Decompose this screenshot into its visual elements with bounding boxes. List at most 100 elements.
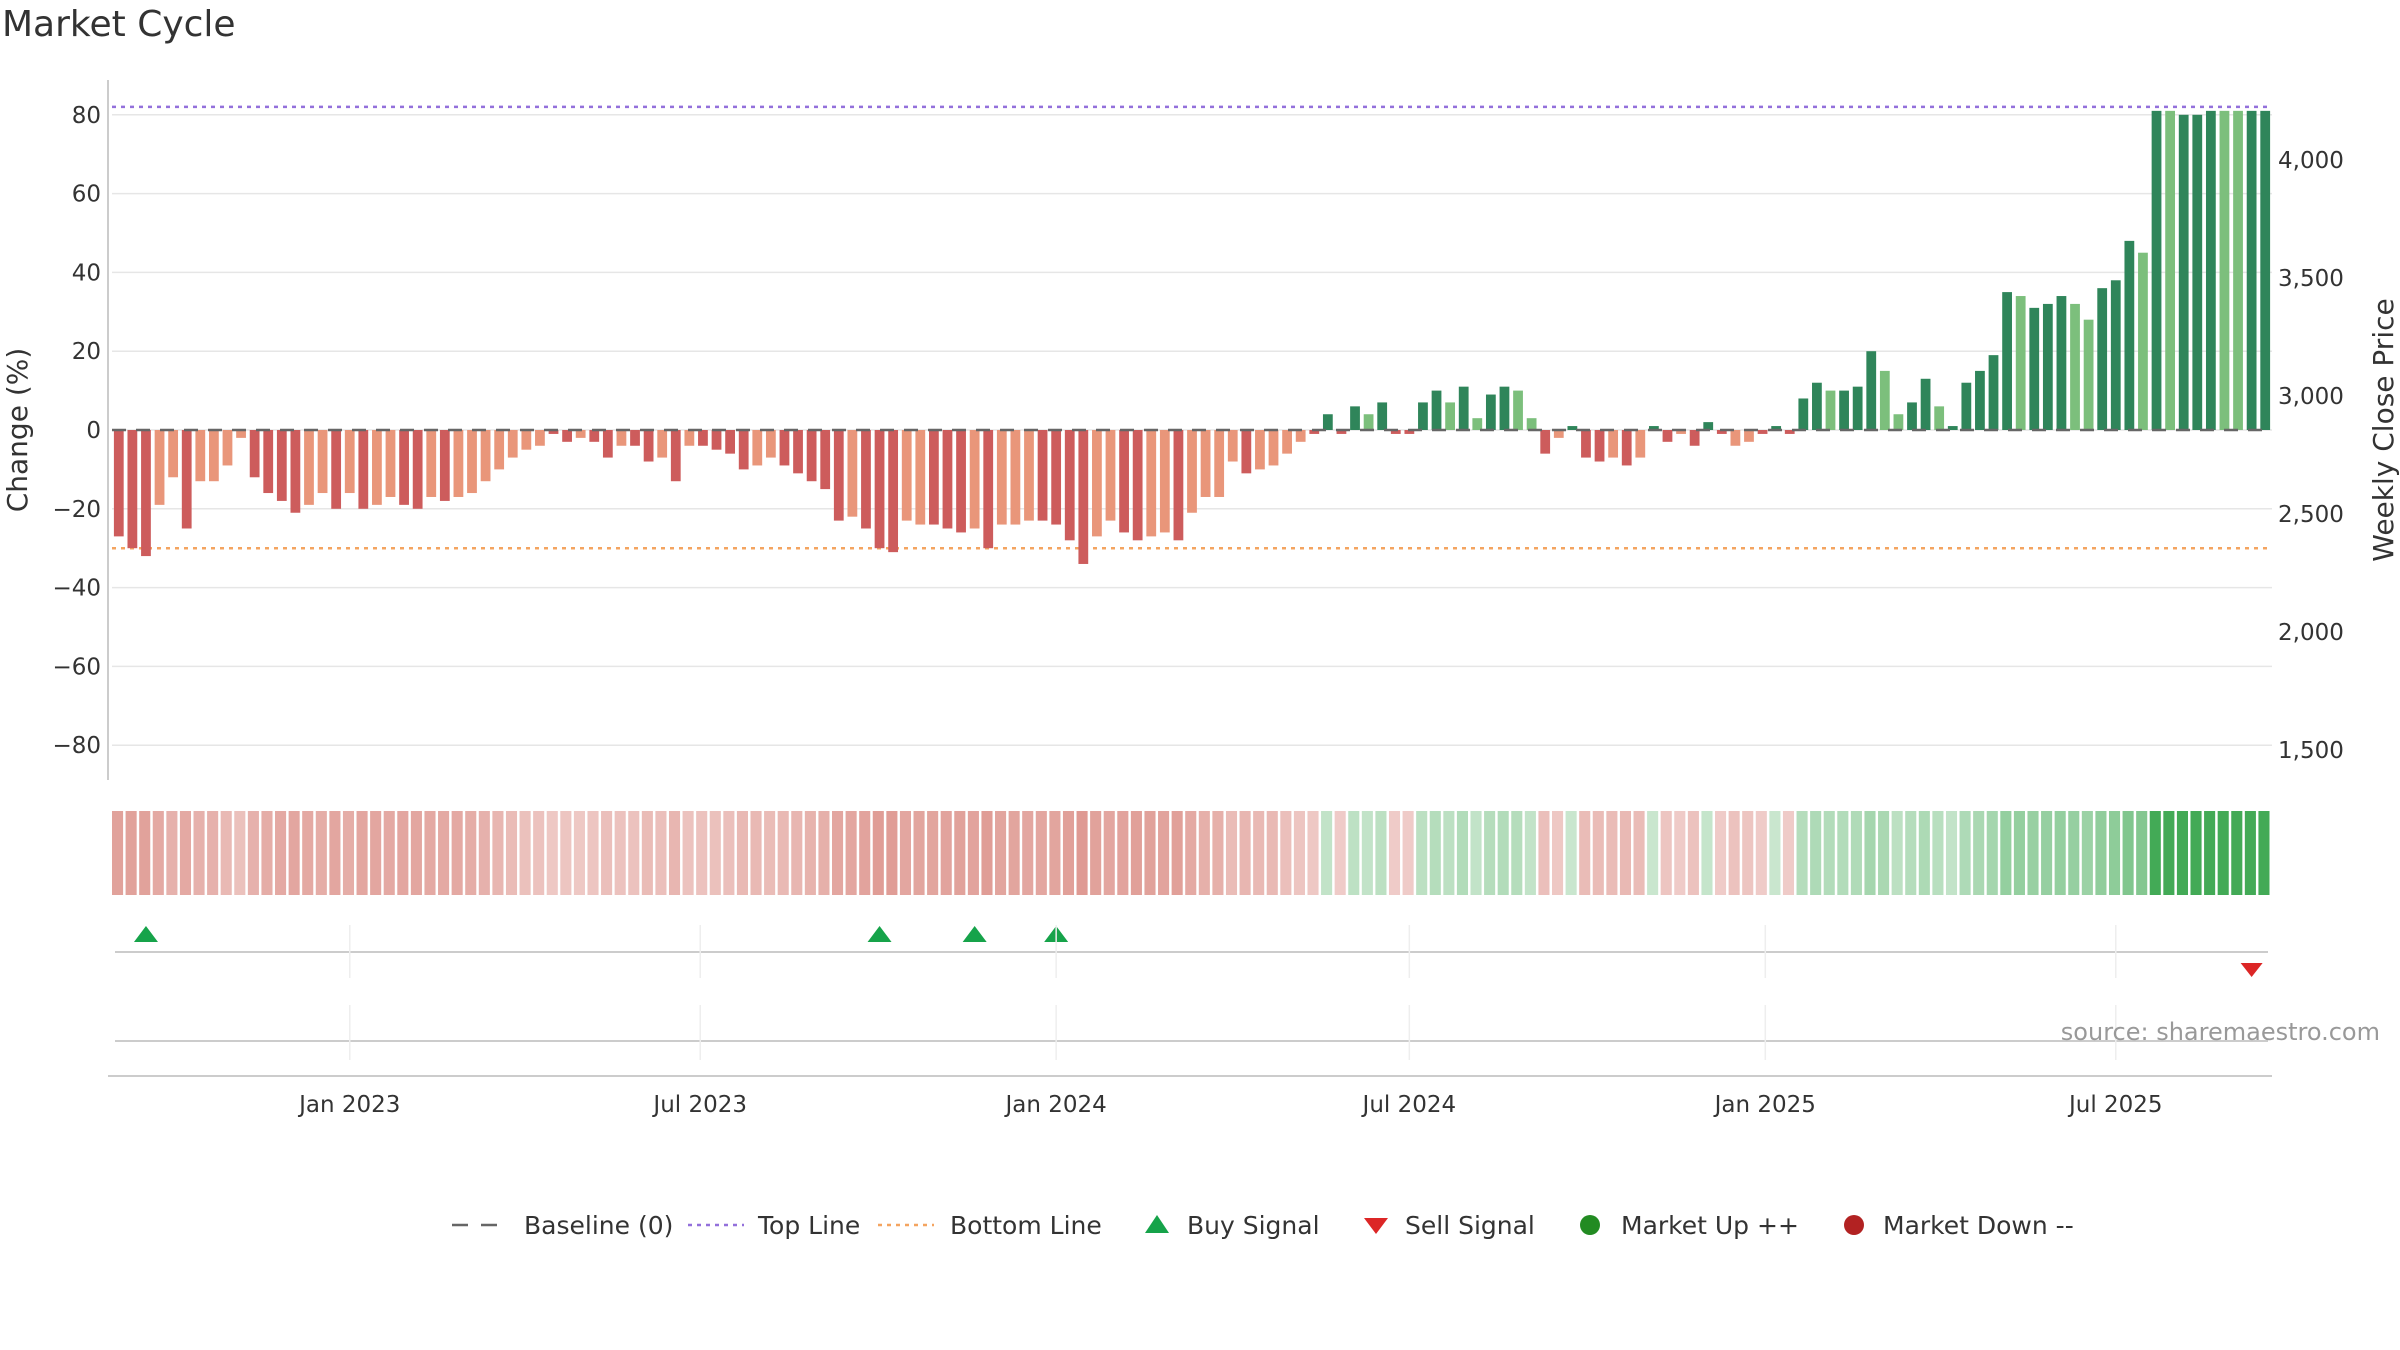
heat-cell bbox=[1837, 811, 1849, 895]
heat-cell bbox=[1674, 811, 1686, 895]
change-bar bbox=[1187, 430, 1197, 513]
heat-cell bbox=[736, 811, 748, 895]
change-bar bbox=[1241, 430, 1252, 474]
change-bar bbox=[304, 430, 314, 505]
change-bar bbox=[507, 430, 518, 458]
x-tick-label: Jan 2025 bbox=[1713, 1092, 1816, 1118]
heat-cell bbox=[1715, 811, 1727, 895]
heat-cell bbox=[275, 811, 287, 895]
change-bar bbox=[1988, 355, 1999, 430]
heat-cell bbox=[302, 811, 314, 895]
heat-cell bbox=[2095, 811, 2107, 895]
heat-cell bbox=[2204, 811, 2216, 895]
change-bar bbox=[1418, 402, 1428, 430]
heat-cell bbox=[478, 811, 490, 895]
legend: Baseline (0) Top Line Bottom Line Buy Signa… bbox=[452, 1211, 2074, 1240]
change-bar bbox=[2138, 252, 2148, 430]
heat-cell bbox=[1660, 811, 1672, 895]
heat-cell bbox=[1035, 811, 1047, 895]
heat-cell bbox=[2136, 811, 2148, 895]
y2-tick-label: 2,500 bbox=[2278, 502, 2344, 528]
change-bar bbox=[738, 430, 749, 470]
change-bar bbox=[888, 430, 899, 553]
change-bar bbox=[779, 430, 790, 466]
heat-cell bbox=[614, 811, 626, 895]
heat-cell bbox=[288, 811, 300, 895]
heat-cell bbox=[804, 811, 816, 895]
change-bar bbox=[1757, 430, 1768, 434]
signal-panel bbox=[115, 926, 2268, 977]
change-bar bbox=[2083, 319, 2094, 430]
change-bar bbox=[711, 430, 722, 450]
change-bar bbox=[630, 430, 640, 446]
left-y-ticks: 80 60 40 20 0 −20 −40 −60 −80 bbox=[52, 103, 101, 759]
change-bar bbox=[2260, 110, 2271, 431]
heat-cell bbox=[1185, 811, 1197, 895]
heat-cell bbox=[1823, 811, 1835, 895]
heat-cell bbox=[872, 811, 884, 895]
legend-up-icon bbox=[1580, 1215, 1600, 1235]
change-bar bbox=[1024, 430, 1034, 521]
heat-cell bbox=[193, 811, 205, 895]
change-bar bbox=[1540, 430, 1551, 454]
change-bar bbox=[1961, 382, 1972, 430]
change-bar bbox=[2002, 292, 2012, 430]
change-bar bbox=[2097, 288, 2108, 430]
heat-cell bbox=[1973, 811, 1985, 895]
heat-cell bbox=[954, 811, 966, 895]
heat-cell bbox=[1388, 811, 1401, 895]
heat-cell bbox=[927, 811, 939, 895]
change-bar bbox=[1716, 430, 1727, 434]
heat-cell bbox=[1361, 811, 1373, 895]
heat-cell bbox=[1293, 811, 1305, 895]
heat-cell bbox=[1266, 811, 1278, 895]
change-bar bbox=[1635, 430, 1646, 458]
change-bar bbox=[1689, 430, 1700, 446]
heat-cell bbox=[1456, 811, 1468, 895]
heat-cell bbox=[1253, 811, 1265, 895]
change-bar bbox=[793, 430, 803, 474]
heat-cell bbox=[1402, 811, 1414, 895]
change-bar bbox=[113, 430, 124, 537]
change-bar bbox=[1010, 430, 1021, 525]
change-bar bbox=[1975, 370, 1985, 430]
change-bar bbox=[2219, 110, 2230, 431]
change-bar bbox=[575, 430, 586, 438]
heat-cell bbox=[2163, 811, 2175, 895]
heat-cell bbox=[777, 811, 789, 895]
heat-cell bbox=[709, 811, 721, 895]
cycle-heat-strip bbox=[112, 811, 2270, 895]
heat-cell bbox=[1049, 811, 1061, 895]
legend-label: Market Down -- bbox=[1883, 1211, 2074, 1240]
legend-label: Baseline (0) bbox=[524, 1211, 673, 1240]
heat-cell bbox=[1484, 811, 1496, 895]
heat-cell bbox=[1647, 811, 1659, 895]
change-bar bbox=[2056, 296, 2067, 430]
right-y-ticks: 4,000 3,500 3,000 2,500 2,000 1,500 bbox=[2278, 148, 2344, 764]
heat-cell bbox=[125, 811, 137, 895]
heat-cell bbox=[438, 811, 450, 895]
change-bar bbox=[1390, 430, 1401, 434]
y2-tick-label: 3,000 bbox=[2278, 384, 2344, 410]
heat-cell bbox=[2258, 811, 2270, 895]
heat-cell bbox=[1117, 811, 1129, 895]
heat-cell bbox=[2190, 811, 2202, 895]
change-bar bbox=[2070, 303, 2080, 430]
heat-cell bbox=[424, 811, 436, 895]
heat-cell bbox=[1511, 811, 1523, 895]
change-bar bbox=[2246, 110, 2257, 431]
heat-cell bbox=[1891, 811, 1903, 895]
heat-cell bbox=[234, 811, 246, 895]
heat-cell bbox=[1769, 811, 1781, 895]
legend-label: Bottom Line bbox=[950, 1211, 1102, 1240]
change-bar bbox=[399, 430, 409, 505]
heat-cell bbox=[207, 811, 219, 895]
y-tick-label: −40 bbox=[52, 576, 101, 602]
y-tick-label: −80 bbox=[52, 733, 101, 759]
change-bar bbox=[901, 430, 912, 521]
market-panel bbox=[108, 1040, 2272, 1077]
heat-cell bbox=[2000, 811, 2012, 895]
heat-cell bbox=[1334, 811, 1346, 895]
change-bar bbox=[1934, 406, 1945, 430]
legend-label: Market Up ++ bbox=[1621, 1211, 1799, 1240]
